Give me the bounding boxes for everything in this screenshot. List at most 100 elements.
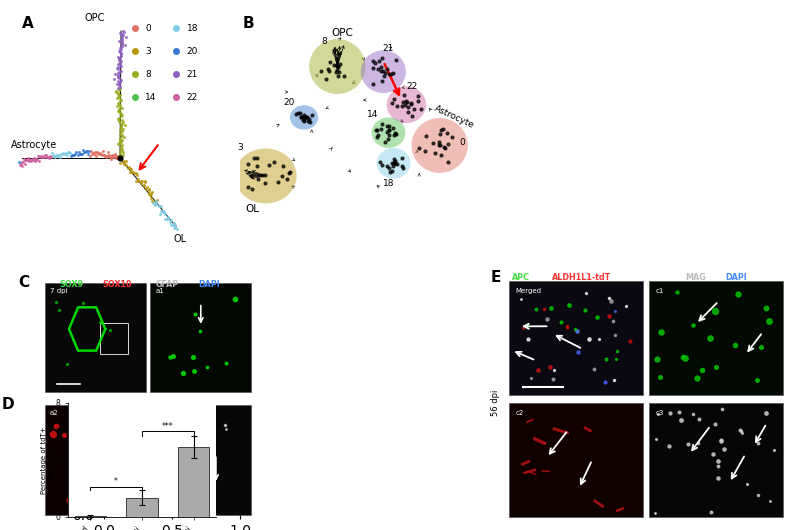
Point: [320, 74, 333, 83]
Text: GFAP: GFAP: [155, 280, 178, 289]
Text: SOX9: SOX9: [59, 280, 83, 289]
Point: [242, 160, 254, 169]
Point: [333, 68, 346, 77]
Text: Merged: Merged: [515, 288, 542, 294]
Text: OPC: OPC: [331, 29, 354, 38]
Point: [372, 57, 385, 66]
Bar: [510, 280, 643, 395]
Point: [322, 65, 334, 73]
Point: [402, 103, 414, 112]
Text: 0: 0: [460, 138, 466, 147]
Point: [402, 108, 415, 117]
Text: c1: c1: [655, 288, 663, 294]
Point: [381, 128, 394, 137]
Point: [404, 99, 417, 108]
Text: 22: 22: [186, 93, 198, 102]
Ellipse shape: [411, 118, 468, 173]
Point: [386, 162, 399, 170]
Point: [297, 116, 310, 124]
Point: [382, 126, 395, 134]
Point: [411, 96, 424, 105]
Text: a1: a1: [155, 288, 164, 294]
Point: [434, 129, 446, 138]
Text: 18: 18: [186, 24, 198, 33]
Point: [400, 97, 413, 105]
Text: SOX10: SOX10: [102, 280, 132, 289]
Point: [314, 66, 327, 75]
Point: [429, 148, 442, 157]
Point: [303, 118, 316, 127]
Text: a2: a2: [50, 410, 58, 416]
Point: [405, 100, 418, 109]
Point: [302, 117, 314, 126]
Point: [397, 163, 410, 172]
Point: [372, 130, 385, 139]
Point: [330, 61, 343, 69]
Text: c2: c2: [515, 410, 524, 417]
Point: [276, 172, 289, 180]
Point: [442, 139, 454, 148]
Ellipse shape: [371, 118, 406, 148]
Point: [338, 72, 350, 81]
Point: [411, 92, 424, 101]
Text: 21: 21: [382, 45, 394, 53]
Point: [267, 158, 280, 166]
Point: [390, 130, 402, 138]
Ellipse shape: [290, 105, 318, 130]
Point: [330, 65, 343, 74]
Point: [381, 65, 394, 73]
Point: [259, 171, 272, 180]
Point: [374, 67, 387, 75]
Text: E: E: [491, 270, 502, 285]
Text: C: C: [18, 276, 30, 290]
Point: [396, 98, 409, 107]
Point: [398, 91, 410, 99]
Point: [293, 109, 306, 117]
Text: DAPI: DAPI: [725, 273, 747, 282]
Point: [386, 167, 398, 175]
Point: [408, 105, 421, 113]
Point: [332, 62, 345, 70]
Point: [385, 159, 398, 167]
Ellipse shape: [377, 148, 410, 179]
Point: [398, 101, 411, 109]
Point: [370, 126, 383, 134]
Text: 20: 20: [186, 47, 198, 56]
Point: [382, 70, 395, 78]
Point: [250, 154, 263, 163]
Point: [389, 129, 402, 137]
Point: [370, 132, 383, 141]
Point: [387, 159, 400, 167]
Point: [383, 164, 396, 172]
Point: [276, 162, 289, 170]
Text: D: D: [2, 397, 14, 412]
Point: [369, 58, 382, 67]
Ellipse shape: [234, 148, 297, 204]
Ellipse shape: [361, 50, 406, 93]
Text: 20: 20: [283, 98, 294, 107]
Point: [300, 113, 313, 121]
Point: [391, 102, 404, 110]
Text: Astrocyte: Astrocyte: [433, 104, 475, 130]
Text: ***: ***: [162, 421, 174, 430]
Point: [291, 109, 304, 118]
Point: [324, 58, 337, 66]
Point: [435, 151, 448, 159]
Point: [390, 160, 403, 168]
Bar: [150, 283, 251, 392]
Bar: [100, 323, 129, 354]
Point: [294, 113, 307, 121]
Text: APC: APC: [512, 273, 530, 282]
Point: [372, 65, 385, 74]
Point: [331, 61, 344, 69]
Text: 0: 0: [145, 24, 150, 33]
Text: Astrocyte: Astrocyte: [11, 140, 58, 151]
Point: [426, 139, 439, 147]
Point: [389, 159, 402, 167]
Text: DAPI: DAPI: [198, 280, 220, 289]
Point: [256, 171, 269, 180]
Text: 18: 18: [382, 179, 394, 188]
Point: [327, 46, 340, 54]
Point: [272, 178, 285, 187]
Point: [419, 131, 432, 140]
